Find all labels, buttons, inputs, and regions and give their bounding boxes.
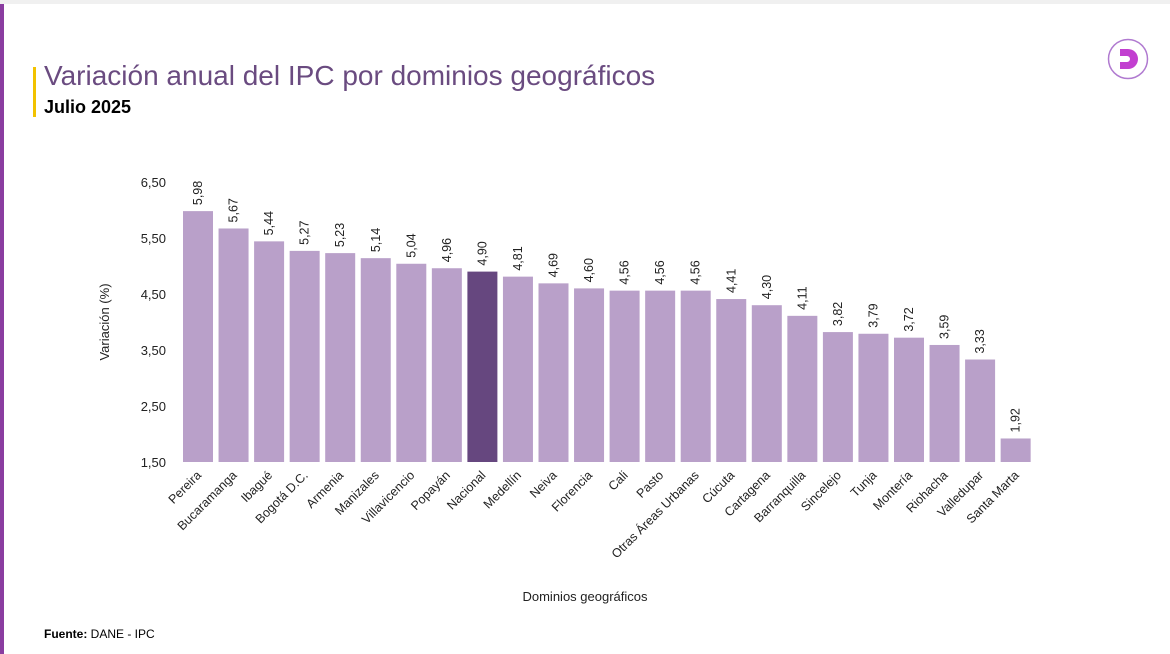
y-axis-label: Variación (%) [97,283,112,360]
data-label: 5,44 [262,211,276,235]
source-label: Fuente: [44,627,88,641]
bar-sincelejo [822,332,853,462]
bar-otras-reas-urbanas [680,290,711,462]
bar-nacional [467,271,498,462]
bar-cali [609,290,640,462]
source-value: DANE - IPC [87,627,155,641]
bar-ibagu- [254,241,285,462]
x-tick-label: Neiva [527,468,560,501]
bar-pereira [183,211,213,462]
y-tick-label: 5,50 [141,231,166,246]
data-label: 5,23 [333,223,347,247]
x-tick-label: Medellín [481,468,524,511]
x-tick-label: Pasto [634,468,667,501]
x-tick-label: Cali [606,468,631,493]
data-label: 3,33 [973,329,987,353]
y-tick-label: 6,50 [141,175,166,190]
bar-medell-n [502,276,533,462]
title-accent-bar [33,67,36,117]
y-tick-label: 1,50 [141,455,166,470]
y-tick-label: 4,50 [141,287,166,302]
data-label: 3,79 [866,303,880,327]
data-label: 4,60 [582,258,596,282]
data-label: 4,56 [618,260,632,284]
data-label: 5,14 [369,228,383,252]
bar-santa-marta [1000,438,1031,462]
data-label: 4,56 [689,260,703,284]
data-label: 4,11 [795,286,809,309]
bar-tunja [858,333,889,462]
page-subtitle: Julio 2025 [44,97,132,117]
data-label: 4,90 [475,241,489,265]
dane-logo-icon [1107,38,1149,80]
source-note: Fuente: DANE - IPC [44,627,155,641]
left-accent-border [0,4,4,654]
data-label: 3,72 [902,307,916,331]
data-label: 4,81 [511,246,525,270]
x-tick-label: Popayán [408,468,453,513]
bar-villavicencio [396,263,427,462]
bar-barranquilla [787,315,818,462]
page-title: Variación anual del IPC por dominios geo… [44,60,656,91]
bar-bucaramanga [218,228,249,462]
bar-florencia [574,288,605,462]
bar-neiva [538,283,569,462]
bar-riohacha [929,344,960,462]
x-tick-label: Nacional [444,468,488,512]
data-label: 5,98 [191,181,205,205]
data-label: 1,92 [1009,408,1023,432]
bar-c-cuta [716,299,747,462]
data-label: 3,59 [938,315,952,339]
data-label: 4,56 [653,260,667,284]
data-label: 5,27 [298,221,312,245]
data-label: 4,96 [440,238,454,262]
bar-armenia [325,253,356,462]
bar-bogot-d-c- [289,250,320,462]
data-label: 5,04 [404,233,418,257]
y-tick-label: 3,50 [141,343,166,358]
bar-cartagena [751,305,782,462]
top-border [0,0,1170,4]
data-label: 5,67 [227,198,241,222]
bar-manizales [360,258,391,462]
x-axis-label: Dominios geográficos [522,589,648,604]
bar-pasto [645,290,676,462]
y-tick-label: 2,50 [141,399,166,414]
bar-popay-n [431,268,462,462]
data-label: 4,69 [547,253,561,277]
data-label: 4,30 [760,275,774,299]
x-tick-label: Tunja [848,468,880,500]
data-label: 4,41 [724,269,738,293]
bar-valledupar [965,359,996,462]
bar-monter-a [894,337,924,462]
data-label: 3,82 [831,302,845,326]
